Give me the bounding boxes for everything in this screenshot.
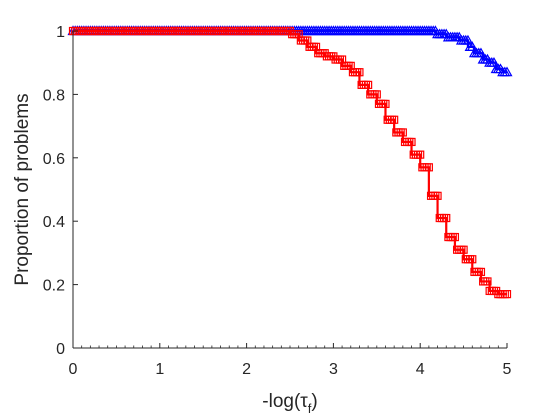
series-2-marker [303,36,312,45]
series-2-marker [468,255,477,264]
series-2-marker [294,30,303,39]
x-tick-label: 3 [329,361,338,378]
series-layer [67,25,513,299]
series-2-marker [476,267,486,277]
x-tick-label: 1 [155,361,164,378]
y-tick-label: 1 [56,24,65,41]
series-2-marker [433,191,442,200]
series-2-marker [337,55,347,64]
series-2-marker [381,99,390,109]
tick-label-layer: 0 1 2 3 4 5 0 0.2 0.4 0.6 0.8 1 [43,24,512,378]
plot-background [73,31,507,348]
series-1-marker [488,56,500,67]
series-1-marker [462,34,474,45]
series-2-marker [398,128,407,137]
series-2-marker [355,68,364,77]
y-tick-label: 0.4 [43,214,65,231]
series-2-marker [442,213,451,223]
y-tick-label: 0.6 [43,151,65,168]
x-tick-label: 4 [416,361,425,378]
series-2-marker [459,245,468,254]
x-tick-label: 0 [69,361,78,378]
series-2-marker [372,90,381,99]
x-axis-title-subscript: f [308,401,312,416]
series-1-marker [501,66,513,77]
x-axis-title: -log(τf) [262,391,317,416]
y-axis-title: Proportion of problems [12,93,33,285]
series-1-marker [466,41,478,51]
x-axis-title-main: -log(τ [262,391,308,412]
x-tick-label: 2 [242,361,251,378]
axes-layer [72,30,508,349]
series-2 [68,26,512,299]
series-2-marker [407,137,416,147]
series-2-marker [483,277,492,286]
series-2-marker [311,42,321,51]
series-2-marker [346,61,355,70]
y-tick-label: 0.8 [43,87,65,104]
series-2-marker [424,163,433,172]
x-tick-label: 5 [503,361,512,378]
x-axis-title-close: ) [311,391,317,412]
y-tick-label: 0.2 [43,278,65,295]
series-2-marker [416,150,425,159]
series-2-marker [364,80,373,89]
series-1-marker [475,47,487,58]
y-tick-label: 0 [56,341,65,358]
series-2-marker [390,115,399,124]
series-2-marker [502,290,512,299]
series-2-marker [450,232,460,242]
